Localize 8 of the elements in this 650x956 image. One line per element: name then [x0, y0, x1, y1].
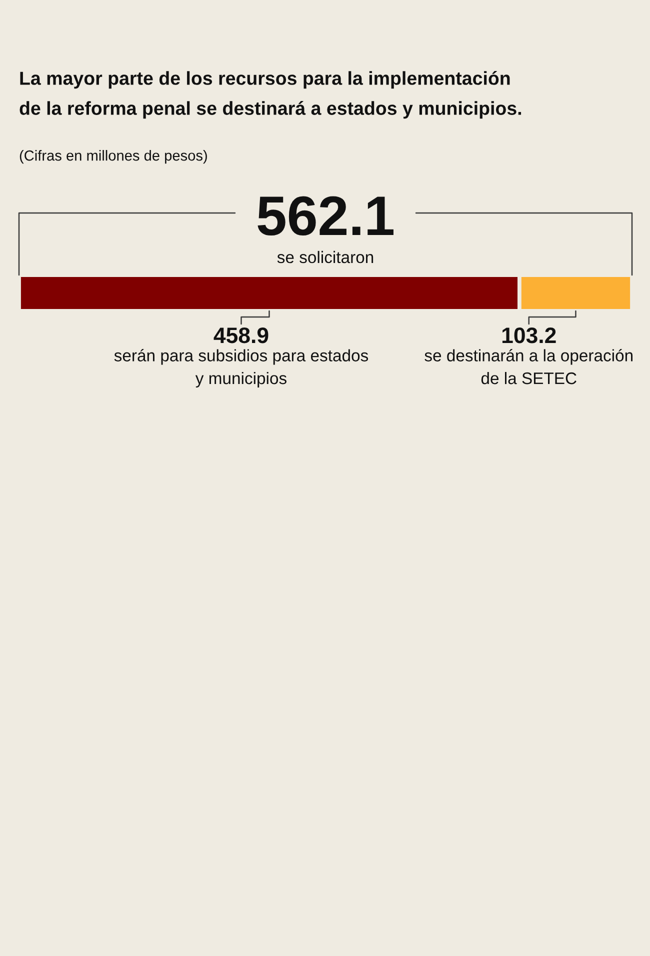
data-label: 458.9 — [214, 327, 268, 344]
text: serán para subsidios para estados y municipios — [114, 349, 368, 388]
chart-title: La mayor parte de los recursos para la implementación de la reforma penal se destinará a estados y municipios. — [20, 71, 522, 119]
chart-subtitle: (Cifras en millones de pesos) — [20, 150, 207, 164]
text: se solicitaron — [277, 250, 374, 264]
total-label: 562.1 — [258, 196, 394, 236]
text: se destinarán a la operación de la SETEC — [424, 349, 632, 384]
data-label: 103.2 — [502, 327, 556, 344]
